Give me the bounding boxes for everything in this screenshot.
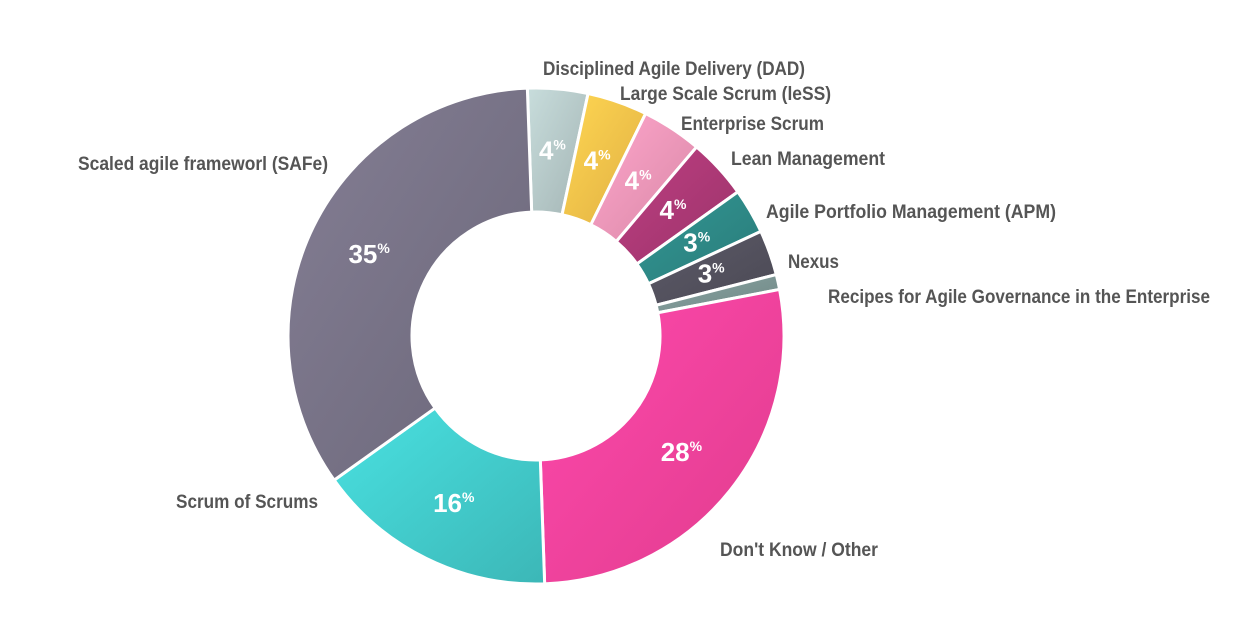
slice-value-label: 4% xyxy=(539,136,566,166)
slice-value-label: 3% xyxy=(683,227,710,257)
slice-category-label: Scrum of Scrums xyxy=(176,492,318,513)
slice-category-label: Don't Know / Other xyxy=(720,540,879,561)
donut-slice xyxy=(286,86,534,483)
donut-slice xyxy=(332,405,547,586)
slice-category-label: Scaled agile frameworl (SAFe) xyxy=(78,154,328,175)
slice-category-label: Large Scale Scrum (leSS) xyxy=(620,84,831,105)
slice-value-label: 4% xyxy=(625,166,652,196)
slice-value-label: 16% xyxy=(433,488,475,518)
slice-value-label: 3% xyxy=(698,258,725,288)
slice-category-label: Nexus xyxy=(788,252,839,273)
slice-category-label: Agile Portfolio Management (APM) xyxy=(766,202,1056,223)
slice-value-label: 28% xyxy=(661,437,703,467)
slice-value-label: 4% xyxy=(659,195,686,225)
slice-category-label: Enterprise Scrum xyxy=(681,114,824,135)
slice-value-label: 4% xyxy=(584,145,611,175)
slice-category-label: Disciplined Agile Delivery (DAD) xyxy=(543,59,805,80)
donut-slice xyxy=(538,287,786,586)
slice-category-label: Recipes for Agile Governance in the Ente… xyxy=(828,287,1210,308)
slice-value-label: 35% xyxy=(348,239,390,269)
slice-value-label: 1% xyxy=(785,284,812,314)
slice-category-label: Lean Management xyxy=(731,149,886,170)
